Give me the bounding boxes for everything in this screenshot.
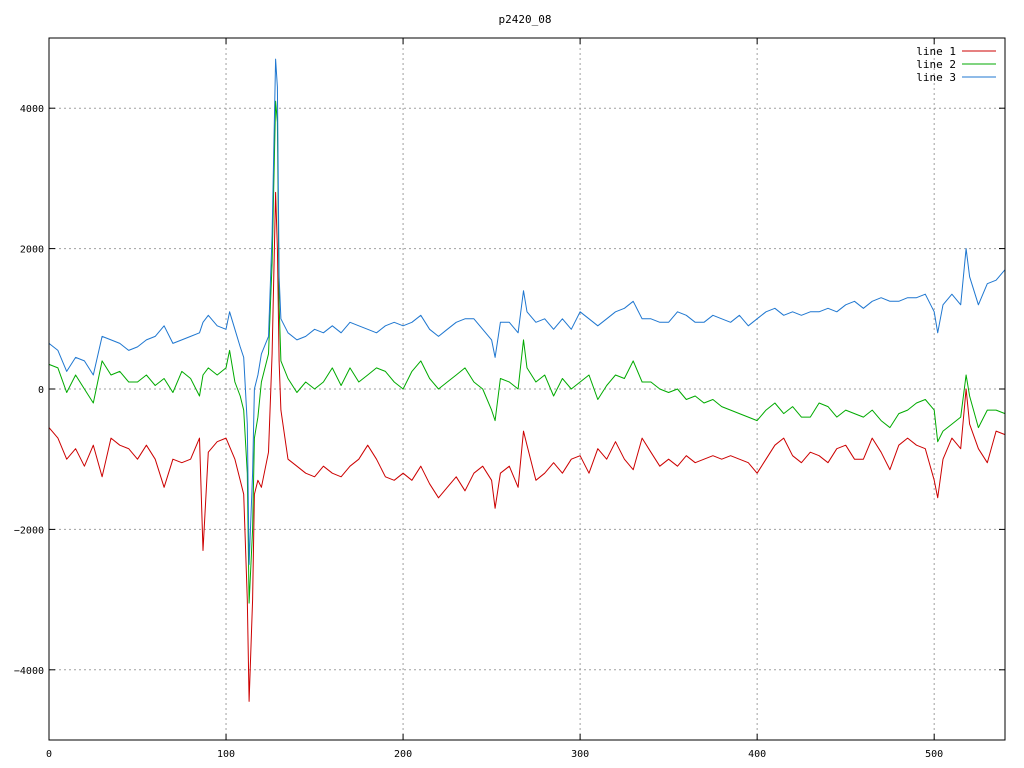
y-tick-label: −4000 xyxy=(14,666,44,677)
plot-frame xyxy=(48,37,1006,741)
x-tick-label: 300 xyxy=(571,749,589,760)
x-tick-label: 100 xyxy=(217,749,235,760)
x-tick-label: 200 xyxy=(394,749,412,760)
series-line-2 xyxy=(48,100,1006,604)
y-tick-label: −2000 xyxy=(14,525,44,536)
legend-label-1: line 1 xyxy=(916,45,956,58)
series-line-3 xyxy=(48,58,1006,565)
x-tick-label: 0 xyxy=(46,749,52,760)
chart-title: p2420_08 xyxy=(499,13,552,26)
legend-label-3: line 3 xyxy=(916,71,956,84)
series-line-1 xyxy=(48,191,1006,702)
x-tick-label: 400 xyxy=(748,749,766,760)
y-tick-label: 2000 xyxy=(20,245,44,256)
series-lines xyxy=(48,58,1006,702)
axis-ticks: 0 100 200 300 400 500 −4000 −2000 0 2000 4000 xyxy=(14,38,1005,760)
y-tick-label: 4000 xyxy=(20,104,44,115)
x-tick-label: 500 xyxy=(925,749,943,760)
legend-label-2: line 2 xyxy=(916,58,956,71)
grid xyxy=(49,38,1005,740)
y-tick-label: 0 xyxy=(38,385,44,396)
